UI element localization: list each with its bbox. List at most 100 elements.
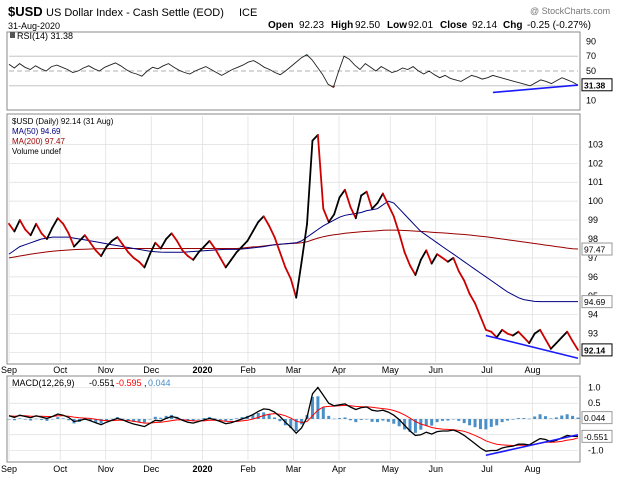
macd-histogram-bar — [218, 419, 222, 420]
rsi-line — [8, 54, 579, 88]
price-segment — [474, 302, 482, 318]
macd-histogram-bar — [61, 418, 65, 419]
close-value: 92.14 — [472, 20, 497, 31]
macd-histogram-bar — [40, 419, 44, 420]
macd-histogram-bar — [370, 419, 374, 422]
price-segment — [409, 264, 417, 276]
price-ytick: 102 — [588, 158, 603, 168]
open-label: Open — [268, 20, 294, 31]
price-ytick: 96 — [588, 272, 598, 282]
price-segment — [224, 258, 233, 269]
chg-label: Chg — [503, 20, 522, 31]
price-segment — [528, 332, 536, 344]
price-segment — [484, 328, 493, 333]
macd-histogram-bar — [565, 414, 569, 419]
legend-volume: Volume undef — [12, 147, 62, 156]
price-segment — [67, 232, 75, 248]
macd-histogram-bar — [441, 419, 445, 421]
price-segment — [230, 251, 238, 261]
price-segment — [8, 222, 16, 233]
ma50-last-label: 94.69 — [584, 297, 606, 307]
price-ytick: 101 — [588, 177, 603, 187]
macd-histogram-bar — [105, 419, 109, 421]
chart-name: US Dollar Index - Cash Settle (EOD) — [46, 7, 224, 19]
price-segment — [219, 257, 227, 269]
price-segment — [251, 221, 260, 233]
price-xtick: Dec — [143, 365, 160, 375]
price-segment — [203, 239, 211, 248]
price-segment — [29, 222, 37, 237]
price-segment — [398, 232, 406, 254]
macd-histogram-bar — [18, 418, 22, 419]
macd-histogram-bar — [543, 416, 547, 419]
macd-histogram-bar — [359, 419, 363, 420]
price-segment — [62, 222, 70, 235]
price-segment — [295, 260, 303, 299]
macd-histogram-bar — [478, 419, 482, 430]
price-segment — [235, 245, 243, 254]
price-segment — [289, 277, 298, 299]
price-segment — [479, 315, 487, 331]
macd-histogram-bar — [316, 396, 320, 419]
macd-trendline — [485, 433, 579, 457]
macd-histogram-bar — [256, 413, 260, 419]
macd-last-label: -0.551 — [584, 432, 608, 442]
rsi-layer: 103050709031.38 — [8, 36, 613, 106]
price-segment — [338, 188, 346, 199]
watermark: @ StockCharts.com — [530, 6, 610, 16]
price-segment — [197, 245, 205, 254]
macd-histogram-bar — [235, 418, 239, 419]
price-xtick: May — [382, 365, 400, 375]
rsi-legend-swatch — [10, 32, 15, 38]
low-label: Low — [387, 20, 407, 31]
macd-histogram-bar — [137, 419, 141, 423]
macd-xtick: Mar — [286, 464, 302, 474]
macd-histogram-bar — [110, 418, 114, 420]
macd-histogram-bar — [310, 396, 314, 419]
price-xtick: Mar — [286, 365, 302, 375]
price-segment — [148, 241, 157, 256]
price-segment — [436, 253, 444, 259]
macd-histogram-bar — [273, 417, 277, 419]
macd-histogram-bar — [397, 419, 401, 427]
price-segment — [73, 239, 81, 248]
price-ytick: 100 — [588, 196, 603, 206]
rsi-trendline — [492, 84, 579, 94]
macd-histogram-bar — [473, 419, 477, 428]
macd-histogram-bar — [327, 415, 331, 419]
rsi-ytick: 50 — [586, 66, 596, 76]
price-last-label-box — [581, 343, 613, 357]
rsi-panel — [6, 31, 581, 111]
price-ytick: 97 — [588, 253, 598, 263]
price-segment — [300, 222, 308, 263]
macd-histogram-bar — [446, 419, 450, 421]
ma200-last-label: 97.47 — [584, 245, 606, 255]
price-segment — [186, 255, 195, 261]
rsi-legend: RSI(14) 31.38 — [10, 31, 73, 41]
price-segment — [192, 251, 200, 261]
price-segment — [306, 139, 314, 225]
macd-histogram-bar — [413, 419, 417, 433]
macd-histogram-bar — [489, 419, 493, 427]
price-segment — [154, 241, 162, 250]
price-segment — [441, 257, 449, 263]
price-segment — [414, 258, 422, 276]
macd-histogram-bar — [430, 419, 434, 426]
price-segment — [89, 241, 97, 252]
rsi-legend-text: RSI(14) 31.38 — [17, 31, 73, 41]
macd-histogram-bar — [180, 419, 184, 420]
price-xtick: Oct — [53, 365, 68, 375]
price-segment — [127, 251, 135, 259]
price-segment — [512, 330, 520, 337]
macd-histogram-bar — [321, 407, 325, 419]
price-segment — [46, 226, 54, 240]
macd-histogram-bar — [576, 417, 580, 419]
price-xtick: Jun — [428, 365, 443, 375]
price-segment — [105, 239, 113, 248]
macd-legend-name: MACD(12,26,9) — [12, 378, 75, 388]
macd-histogram-bar — [29, 419, 33, 421]
macd-histogram-bar — [12, 419, 16, 421]
macd-xtick: Aug — [524, 464, 540, 474]
price-last-label: 92.14 — [584, 345, 606, 355]
price-segment — [78, 234, 86, 242]
